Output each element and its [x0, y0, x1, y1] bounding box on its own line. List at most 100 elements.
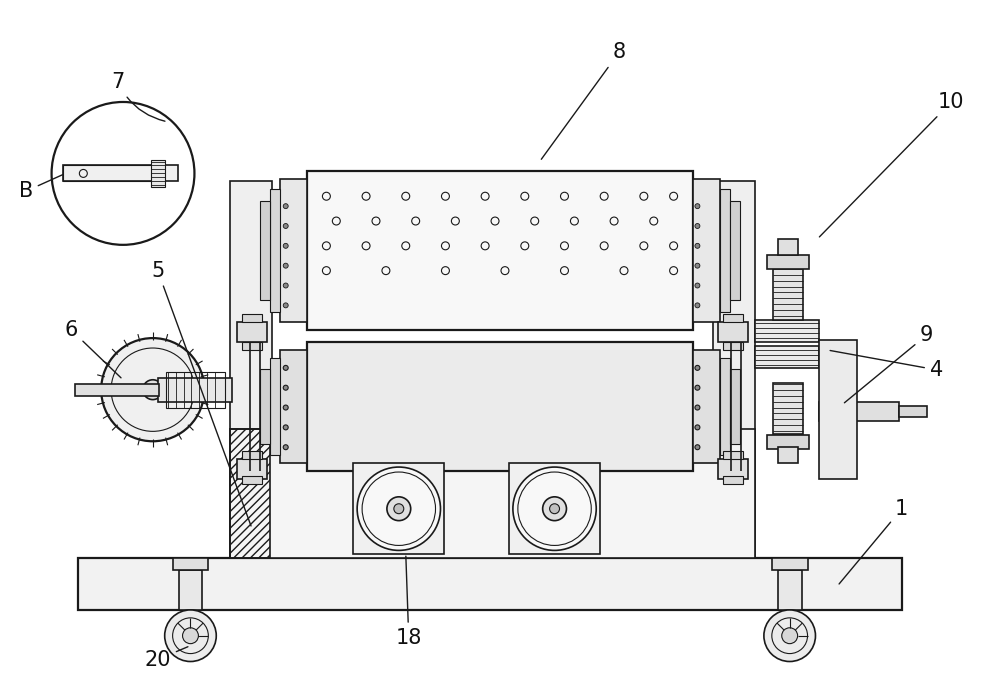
Text: 4: 4: [830, 351, 943, 380]
Bar: [718, 322, 748, 342]
Bar: [158, 378, 232, 402]
Bar: [693, 350, 720, 463]
Text: 1: 1: [839, 498, 908, 584]
Bar: [270, 189, 280, 312]
Bar: [773, 383, 803, 434]
Bar: [509, 463, 600, 554]
Circle shape: [764, 610, 815, 662]
Circle shape: [283, 244, 288, 248]
Circle shape: [394, 504, 404, 514]
Bar: [242, 452, 262, 459]
Circle shape: [695, 263, 700, 268]
Bar: [899, 405, 927, 417]
Bar: [755, 346, 819, 368]
Circle shape: [782, 628, 798, 644]
Bar: [260, 369, 270, 444]
Text: 7: 7: [111, 72, 165, 121]
Circle shape: [149, 386, 157, 393]
Bar: [767, 255, 809, 269]
Text: 5: 5: [151, 260, 251, 526]
Circle shape: [513, 467, 596, 550]
Text: 10: 10: [819, 92, 965, 237]
Circle shape: [283, 283, 288, 288]
Bar: [778, 239, 798, 255]
Text: 6: 6: [65, 320, 121, 378]
Bar: [723, 342, 743, 350]
Text: 20: 20: [144, 647, 188, 669]
Circle shape: [695, 244, 700, 248]
Text: 8: 8: [541, 43, 626, 160]
Bar: [720, 358, 730, 455]
Circle shape: [695, 204, 700, 209]
Circle shape: [101, 338, 204, 441]
Circle shape: [695, 223, 700, 228]
Bar: [242, 342, 262, 350]
Text: 18: 18: [396, 556, 422, 648]
Bar: [230, 181, 272, 559]
Circle shape: [283, 204, 288, 209]
Circle shape: [283, 385, 288, 390]
Circle shape: [695, 303, 700, 308]
Text: B: B: [19, 174, 63, 202]
Bar: [237, 459, 267, 479]
Circle shape: [695, 444, 700, 449]
Bar: [270, 358, 280, 455]
Circle shape: [52, 102, 194, 245]
Bar: [723, 452, 743, 459]
Bar: [723, 476, 743, 484]
Circle shape: [143, 380, 163, 400]
Circle shape: [543, 497, 566, 521]
Bar: [767, 435, 809, 449]
Bar: [230, 429, 270, 559]
Bar: [772, 559, 808, 570]
Bar: [78, 559, 902, 610]
Bar: [755, 320, 819, 342]
Bar: [260, 201, 270, 300]
Bar: [280, 179, 307, 322]
Bar: [307, 342, 693, 471]
Circle shape: [695, 283, 700, 288]
Bar: [713, 181, 755, 559]
Bar: [720, 189, 730, 312]
Circle shape: [695, 425, 700, 430]
Text: 9: 9: [844, 325, 933, 402]
Circle shape: [283, 425, 288, 430]
Circle shape: [387, 497, 411, 521]
Bar: [730, 369, 740, 444]
Bar: [307, 172, 693, 330]
Bar: [778, 570, 802, 610]
Circle shape: [283, 365, 288, 370]
Bar: [693, 179, 720, 322]
Circle shape: [183, 628, 198, 644]
Bar: [242, 476, 262, 484]
Bar: [353, 463, 444, 554]
Bar: [723, 314, 743, 322]
Circle shape: [695, 405, 700, 410]
Circle shape: [283, 263, 288, 268]
Circle shape: [695, 365, 700, 370]
Bar: [173, 559, 208, 570]
Bar: [237, 322, 267, 342]
Bar: [242, 314, 262, 322]
Circle shape: [550, 504, 560, 514]
Bar: [179, 570, 202, 610]
Bar: [63, 165, 153, 181]
Circle shape: [283, 405, 288, 410]
Bar: [75, 384, 159, 395]
Bar: [63, 165, 178, 181]
Bar: [819, 402, 899, 421]
Circle shape: [283, 223, 288, 228]
Bar: [819, 340, 857, 479]
Bar: [718, 459, 748, 479]
Bar: [778, 447, 798, 463]
Circle shape: [283, 303, 288, 308]
Bar: [280, 350, 307, 463]
Bar: [166, 372, 225, 407]
Circle shape: [283, 444, 288, 449]
Bar: [730, 201, 740, 300]
Circle shape: [695, 385, 700, 390]
Bar: [773, 269, 803, 320]
Circle shape: [165, 610, 216, 662]
Bar: [230, 429, 755, 559]
Circle shape: [357, 467, 440, 550]
